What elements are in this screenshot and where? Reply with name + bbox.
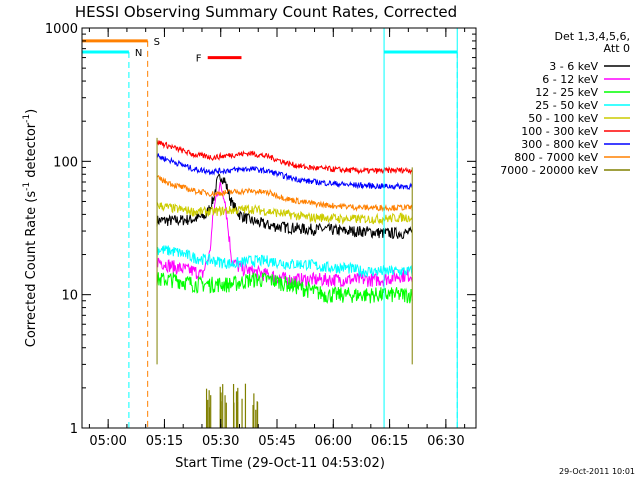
legend-label-3: 12 - 25 keV bbox=[535, 86, 598, 99]
y-tick-label: 1000 bbox=[45, 22, 78, 37]
axes-frame bbox=[81, 27, 477, 429]
series-line-2 bbox=[156, 181, 413, 288]
x-axis-label: Start Time (29-Oct-11 04:53:02) bbox=[175, 456, 385, 471]
timestamp: 29-Oct-2011 10:01 bbox=[559, 467, 635, 476]
x-tick-label: 06:30 bbox=[427, 434, 464, 449]
legend-label-8: 800 - 7000 keV bbox=[514, 151, 598, 164]
series-line-7 bbox=[156, 153, 413, 191]
legend-label-1: 3 - 6 keV bbox=[549, 60, 598, 73]
legend-label-6: 100 - 300 keV bbox=[521, 125, 598, 138]
flare-flag-label: F bbox=[196, 54, 202, 65]
legend-title-2: Att 0 bbox=[604, 42, 630, 55]
x-tick-label: 06:00 bbox=[315, 434, 352, 449]
y-axis-label-base: Corrected Count Rate (s bbox=[24, 191, 39, 348]
x-tick-label: 06:15 bbox=[371, 434, 408, 449]
series-line-4 bbox=[156, 245, 413, 278]
legend-label-4: 25 - 50 keV bbox=[535, 99, 598, 112]
y-axis-label-sup2: -1 bbox=[22, 114, 32, 123]
x-tick-label: 05:15 bbox=[146, 434, 183, 449]
y-axis-label-end: ) bbox=[24, 109, 39, 114]
series-line-1 bbox=[156, 173, 413, 240]
legend-label-2: 6 - 12 keV bbox=[542, 73, 598, 86]
x-tick-label: 05:30 bbox=[202, 434, 239, 449]
chart-title: HESSI Observing Summary Count Rates, Cor… bbox=[75, 3, 457, 21]
legend-title-1: Det 1,3,4,5,6, bbox=[554, 30, 630, 43]
series-line-8 bbox=[156, 175, 413, 213]
series-line-5 bbox=[156, 201, 413, 226]
y-tick-label: 1 bbox=[70, 422, 78, 437]
legend-label-9: 7000 - 20000 keV bbox=[500, 164, 598, 177]
night-flag-label: N bbox=[135, 48, 142, 59]
x-tick-label: 05:45 bbox=[258, 434, 295, 449]
series-line-6 bbox=[156, 139, 413, 175]
y-axis-label-mid: detector bbox=[24, 122, 39, 182]
x-tick-label: 05:00 bbox=[89, 434, 126, 449]
legend-label-7: 300 - 800 keV bbox=[521, 138, 598, 151]
y-tick-label: 10 bbox=[61, 289, 78, 304]
y-axis-label-sup1: -1 bbox=[22, 182, 32, 191]
saa-flag-label: S bbox=[154, 37, 160, 48]
series-line-3 bbox=[156, 272, 413, 304]
y-tick-label: 100 bbox=[53, 155, 78, 170]
plot-area: N S F 1 10 100 1000 05:00 05:15 05:30 05:45 06:00 06… bbox=[45, 22, 477, 449]
y-axis-label: Corrected Count Rate (s-1 detector-1) bbox=[22, 109, 39, 347]
legend-label-5: 50 - 100 keV bbox=[528, 112, 598, 125]
